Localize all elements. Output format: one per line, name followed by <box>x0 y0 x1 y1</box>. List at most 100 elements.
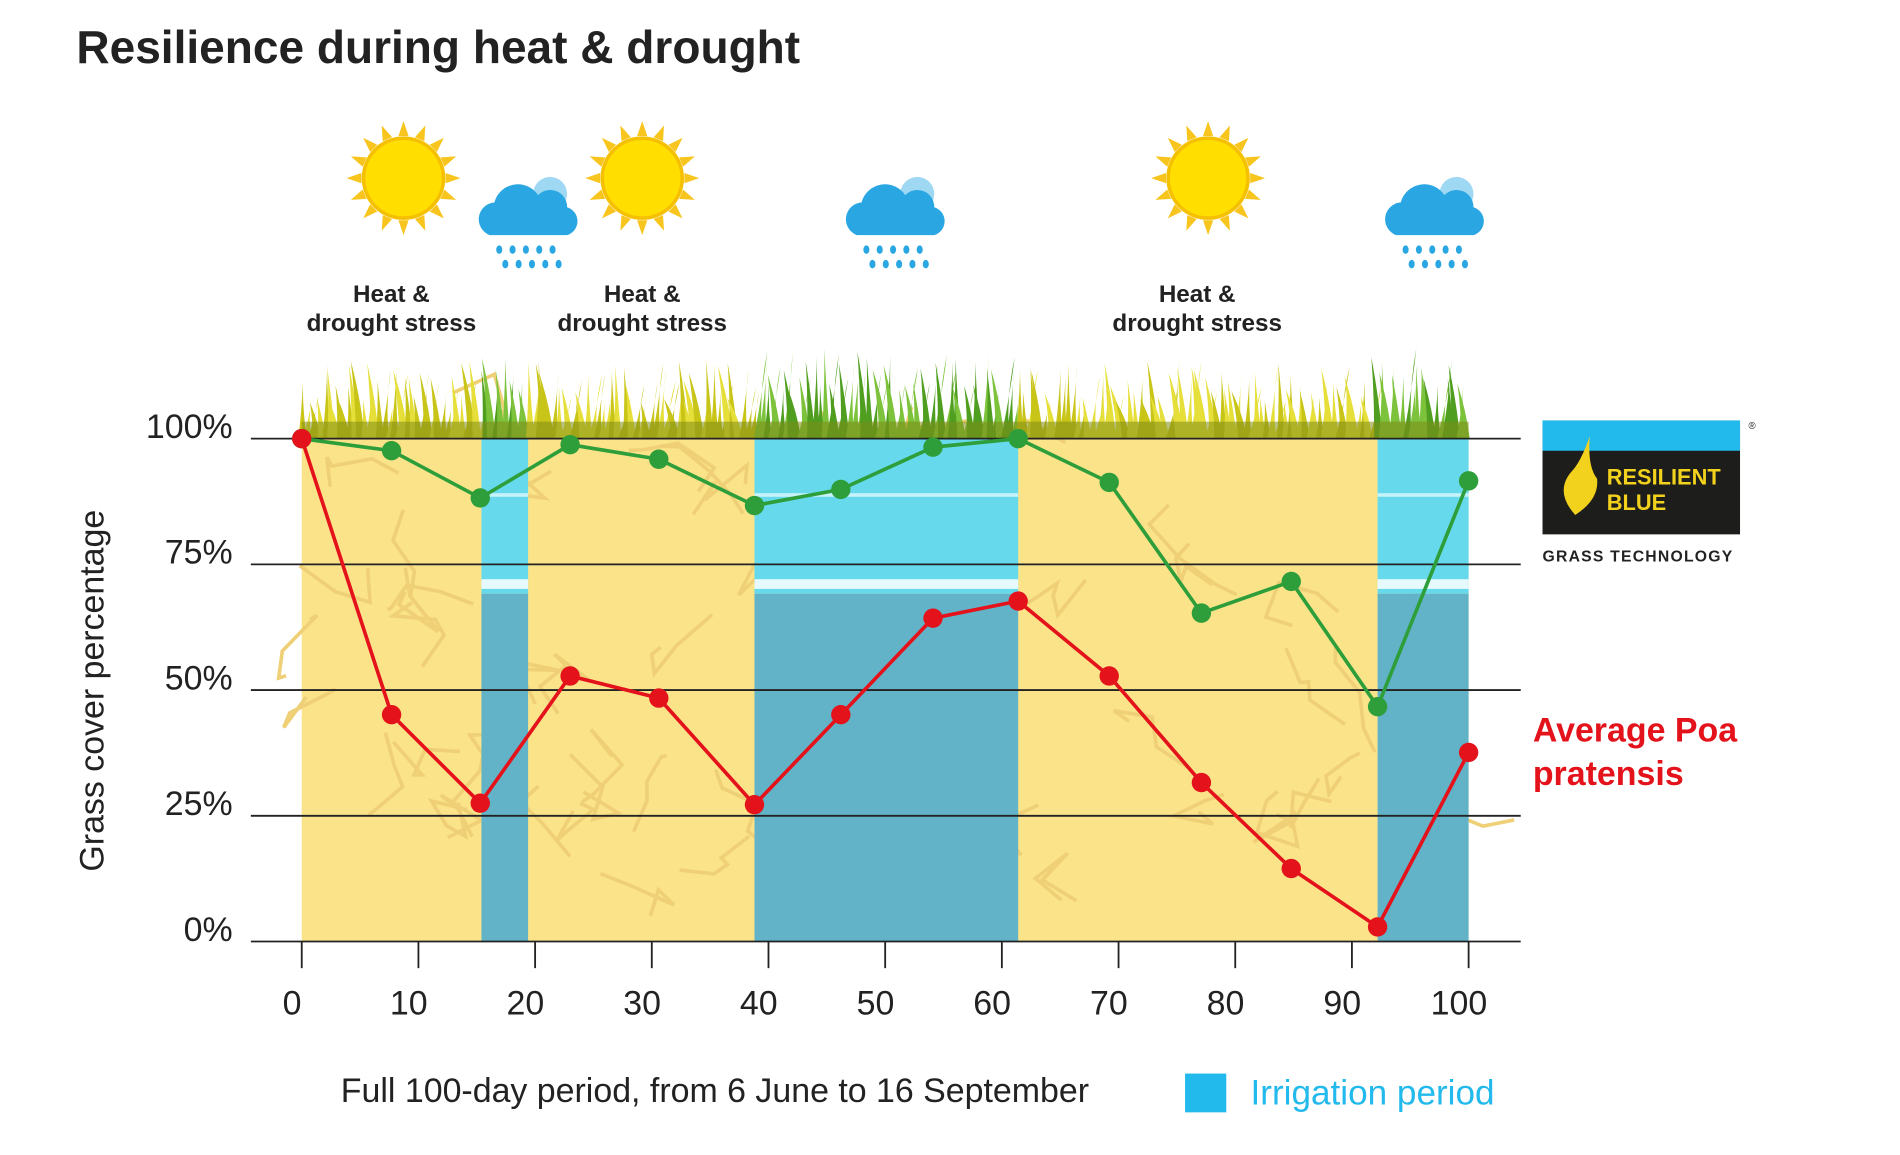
crack <box>298 564 373 605</box>
x-tick-label: 10 <box>390 985 428 1023</box>
data-point <box>649 449 669 469</box>
crack <box>660 444 745 515</box>
data-point <box>1367 696 1388 717</box>
x-tick-label: 50 <box>857 985 895 1023</box>
rain-icon <box>1385 176 1484 269</box>
rain-icon <box>845 176 945 269</box>
y-tick-label: 0% <box>184 911 233 949</box>
crack <box>324 456 400 487</box>
data-point <box>470 488 490 508</box>
crack <box>387 601 447 668</box>
crack <box>276 613 319 681</box>
crack <box>390 509 417 599</box>
crack <box>649 613 714 679</box>
x-tick-label: 40 <box>740 985 778 1023</box>
crack <box>1254 789 1300 850</box>
data-point <box>1458 742 1479 763</box>
logo-mark: ® <box>1749 421 1756 432</box>
crack <box>1146 503 1238 597</box>
data-line <box>300 438 1471 930</box>
data-point <box>1191 603 1212 623</box>
series-label: Average Poa pratensis <box>1532 711 1738 793</box>
crack <box>1288 777 1332 829</box>
data-point <box>560 666 580 686</box>
data-point <box>923 608 943 628</box>
crack <box>631 753 667 833</box>
stress-label: Heat & <box>1159 281 1236 308</box>
x-tick-label: 100 <box>1431 985 1488 1023</box>
irrigation-band <box>481 438 529 942</box>
chart-title: Resilience during heat & drought <box>76 21 800 73</box>
crack <box>427 798 469 841</box>
y-axis-label: Grass cover percentage <box>73 510 111 872</box>
data-point <box>744 495 765 516</box>
data-point <box>470 793 490 813</box>
sun-icon <box>1151 121 1266 236</box>
crack <box>1333 647 1377 753</box>
x-tick-label: 60 <box>973 985 1011 1023</box>
y-tick-label: 75% <box>165 534 233 572</box>
data-point <box>1099 472 1119 493</box>
data-point <box>831 705 851 725</box>
y-tick-label: 50% <box>165 659 233 697</box>
stress-label: drought stress <box>1112 310 1282 337</box>
crack <box>691 460 750 516</box>
sun-icon <box>346 121 461 236</box>
crack <box>580 728 625 804</box>
data-point <box>1458 471 1479 491</box>
irrigation-band <box>754 438 1019 942</box>
data-point <box>1281 858 1301 879</box>
sun-icon <box>585 121 700 236</box>
x-tick-label: 20 <box>507 985 545 1023</box>
data-point <box>649 688 669 708</box>
crack <box>1252 808 1298 844</box>
data-point <box>1008 428 1028 449</box>
crack <box>367 732 405 817</box>
data-point <box>1191 772 1212 793</box>
data-point <box>744 795 765 815</box>
crack <box>568 753 624 822</box>
y-tick-label: 100% <box>146 408 233 446</box>
logo <box>1542 420 1741 535</box>
data-point <box>560 434 580 455</box>
crack <box>391 740 461 777</box>
stress-label: Heat & <box>353 281 430 308</box>
irrigation-band <box>1377 438 1469 942</box>
data-point <box>1008 591 1028 611</box>
crack <box>537 652 593 715</box>
x-tick-label: 80 <box>1207 985 1245 1023</box>
x-tick-label: 70 <box>1090 985 1128 1023</box>
series-label: RESILIENT BLUE <box>1606 465 1721 515</box>
crack <box>1284 647 1347 726</box>
legend-swatch <box>1185 1073 1227 1113</box>
crack <box>628 441 717 493</box>
data-point <box>1367 917 1388 937</box>
rain-icon <box>478 176 578 269</box>
data-point <box>381 441 402 461</box>
y-tick-label: 25% <box>165 785 233 823</box>
data-point <box>1281 571 1301 592</box>
logo-subtitle: GRASS TECHNOLOGY <box>1543 549 1734 566</box>
crack <box>679 834 751 876</box>
data-point <box>292 428 312 449</box>
crack <box>599 872 676 917</box>
x-tick-label: 30 <box>623 985 661 1023</box>
data-point <box>831 479 851 500</box>
crack <box>1324 751 1361 799</box>
data-point <box>923 437 943 457</box>
stress-label: drought stress <box>557 310 727 337</box>
crack <box>1032 851 1078 903</box>
crack <box>1112 708 1189 769</box>
crack <box>386 583 475 612</box>
crack <box>555 801 597 842</box>
crack <box>396 591 441 634</box>
data-point <box>381 705 402 725</box>
data-line <box>301 436 1471 711</box>
x-tick-label: 90 <box>1323 985 1361 1023</box>
x-axis-label: Full 100-day period, from 6 June to 16 S… <box>341 1072 1089 1110</box>
crack <box>1026 578 1088 620</box>
stress-label: Heat & <box>604 281 681 308</box>
crack <box>1263 580 1340 628</box>
